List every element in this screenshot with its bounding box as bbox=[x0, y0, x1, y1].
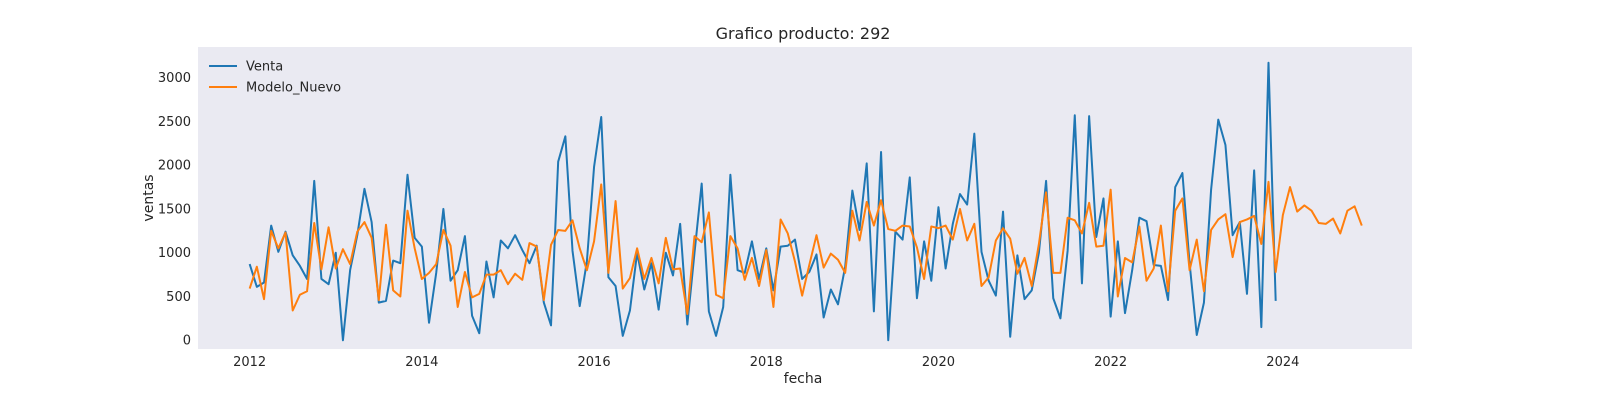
x-tick-label: 2020 bbox=[922, 355, 955, 370]
y-tick-label: 0 bbox=[183, 334, 191, 349]
x-axis: 2012 2014 2016 2018 2020 2022 2024 bbox=[233, 355, 1299, 370]
x-tick-label: 2014 bbox=[405, 355, 438, 370]
y-tick-label: 500 bbox=[166, 290, 191, 305]
legend: Venta Modelo_Nuevo bbox=[209, 60, 341, 96]
x-tick-label: 2018 bbox=[750, 355, 783, 370]
series-lines bbox=[248, 61, 1363, 342]
y-axis-label: ventas bbox=[141, 174, 157, 221]
y-tick-label: 2500 bbox=[158, 115, 191, 130]
y-tick-label: 1500 bbox=[158, 202, 191, 217]
legend-label: Modelo_Nuevo bbox=[246, 81, 341, 96]
x-axis-label: fecha bbox=[784, 371, 823, 387]
x-tick-label: 2012 bbox=[233, 355, 266, 370]
chart-title: Grafico producto: 292 bbox=[716, 24, 891, 43]
x-tick-label: 2016 bbox=[578, 355, 611, 370]
y-tick-label: 1000 bbox=[158, 246, 191, 261]
series-line-1 bbox=[248, 180, 1363, 315]
legend-label: Venta bbox=[246, 60, 283, 75]
x-tick-label: 2024 bbox=[1266, 355, 1299, 370]
y-tick-label: 2000 bbox=[158, 159, 191, 174]
y-tick-label: 3000 bbox=[158, 71, 191, 86]
y-axis: 0 500 1000 1500 2000 2500 3000 bbox=[158, 71, 191, 349]
x-tick-label: 2022 bbox=[1094, 355, 1127, 370]
